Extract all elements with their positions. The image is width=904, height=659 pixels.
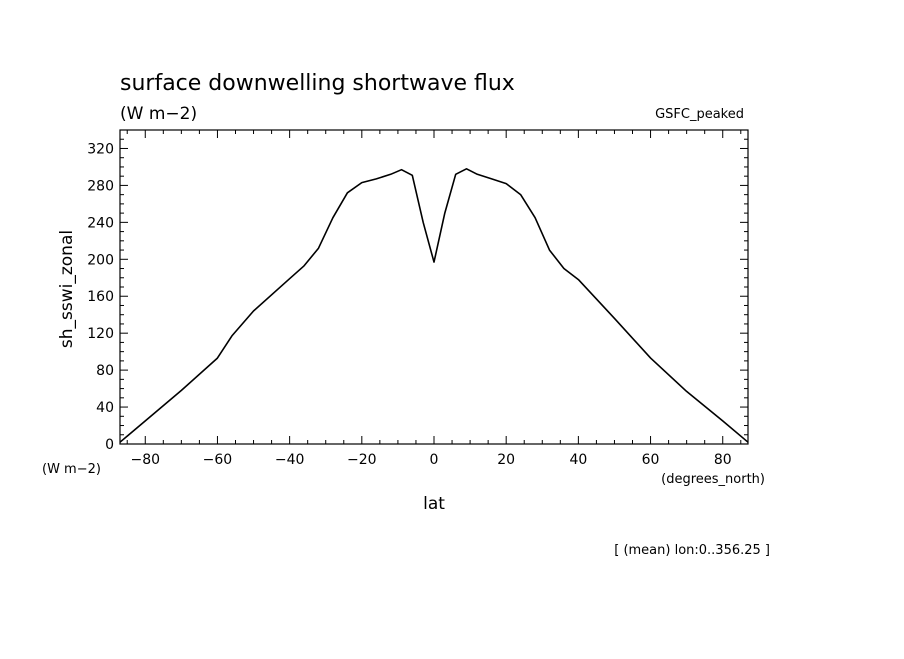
y-tick-label: 120 bbox=[87, 326, 114, 342]
x-tick-label: −40 bbox=[275, 452, 305, 468]
plot-frame bbox=[119, 129, 749, 445]
dataset-label: GSFC_peaked bbox=[655, 107, 744, 122]
y-tick-label: 280 bbox=[87, 178, 114, 194]
y-tick-label: 240 bbox=[87, 215, 114, 231]
x-tick-label: −60 bbox=[203, 452, 233, 468]
y-tick-label: 160 bbox=[87, 289, 114, 305]
y-tick-label: 80 bbox=[96, 363, 114, 379]
averaging-footnote: [ (mean) lon:0..356.25 ] bbox=[614, 543, 770, 558]
x-axis-title: lat bbox=[423, 494, 445, 514]
y-tick-label: 40 bbox=[96, 400, 114, 416]
x-axis-ticks: −80 −60 −40 −20 0 20 40 60 80 bbox=[126, 130, 742, 468]
x-tick-label: 60 bbox=[642, 452, 660, 468]
flux-series-line bbox=[119, 168, 749, 443]
chart-units: (W m−2) bbox=[120, 104, 197, 124]
y-tick-label: 320 bbox=[87, 141, 114, 157]
y-tick-label: 0 bbox=[105, 437, 114, 453]
chart-title: surface downwelling shortwave flux bbox=[120, 71, 515, 96]
x-tick-label: 20 bbox=[497, 452, 515, 468]
y-tick-label: 200 bbox=[87, 252, 114, 268]
y-axis-units: (W m−2) bbox=[42, 462, 101, 477]
x-tick-label: −80 bbox=[130, 452, 160, 468]
x-tick-label: 0 bbox=[430, 452, 439, 468]
y-axis-ticks: 0 40 80 120 160 200 240 280 320 bbox=[87, 138, 748, 453]
y-axis-title: sh_sswi_zonal bbox=[57, 230, 77, 348]
x-axis-units: (degrees_north) bbox=[661, 472, 765, 487]
x-tick-label: 80 bbox=[714, 452, 732, 468]
x-tick-label: 40 bbox=[569, 452, 587, 468]
x-tick-label: −20 bbox=[347, 452, 377, 468]
